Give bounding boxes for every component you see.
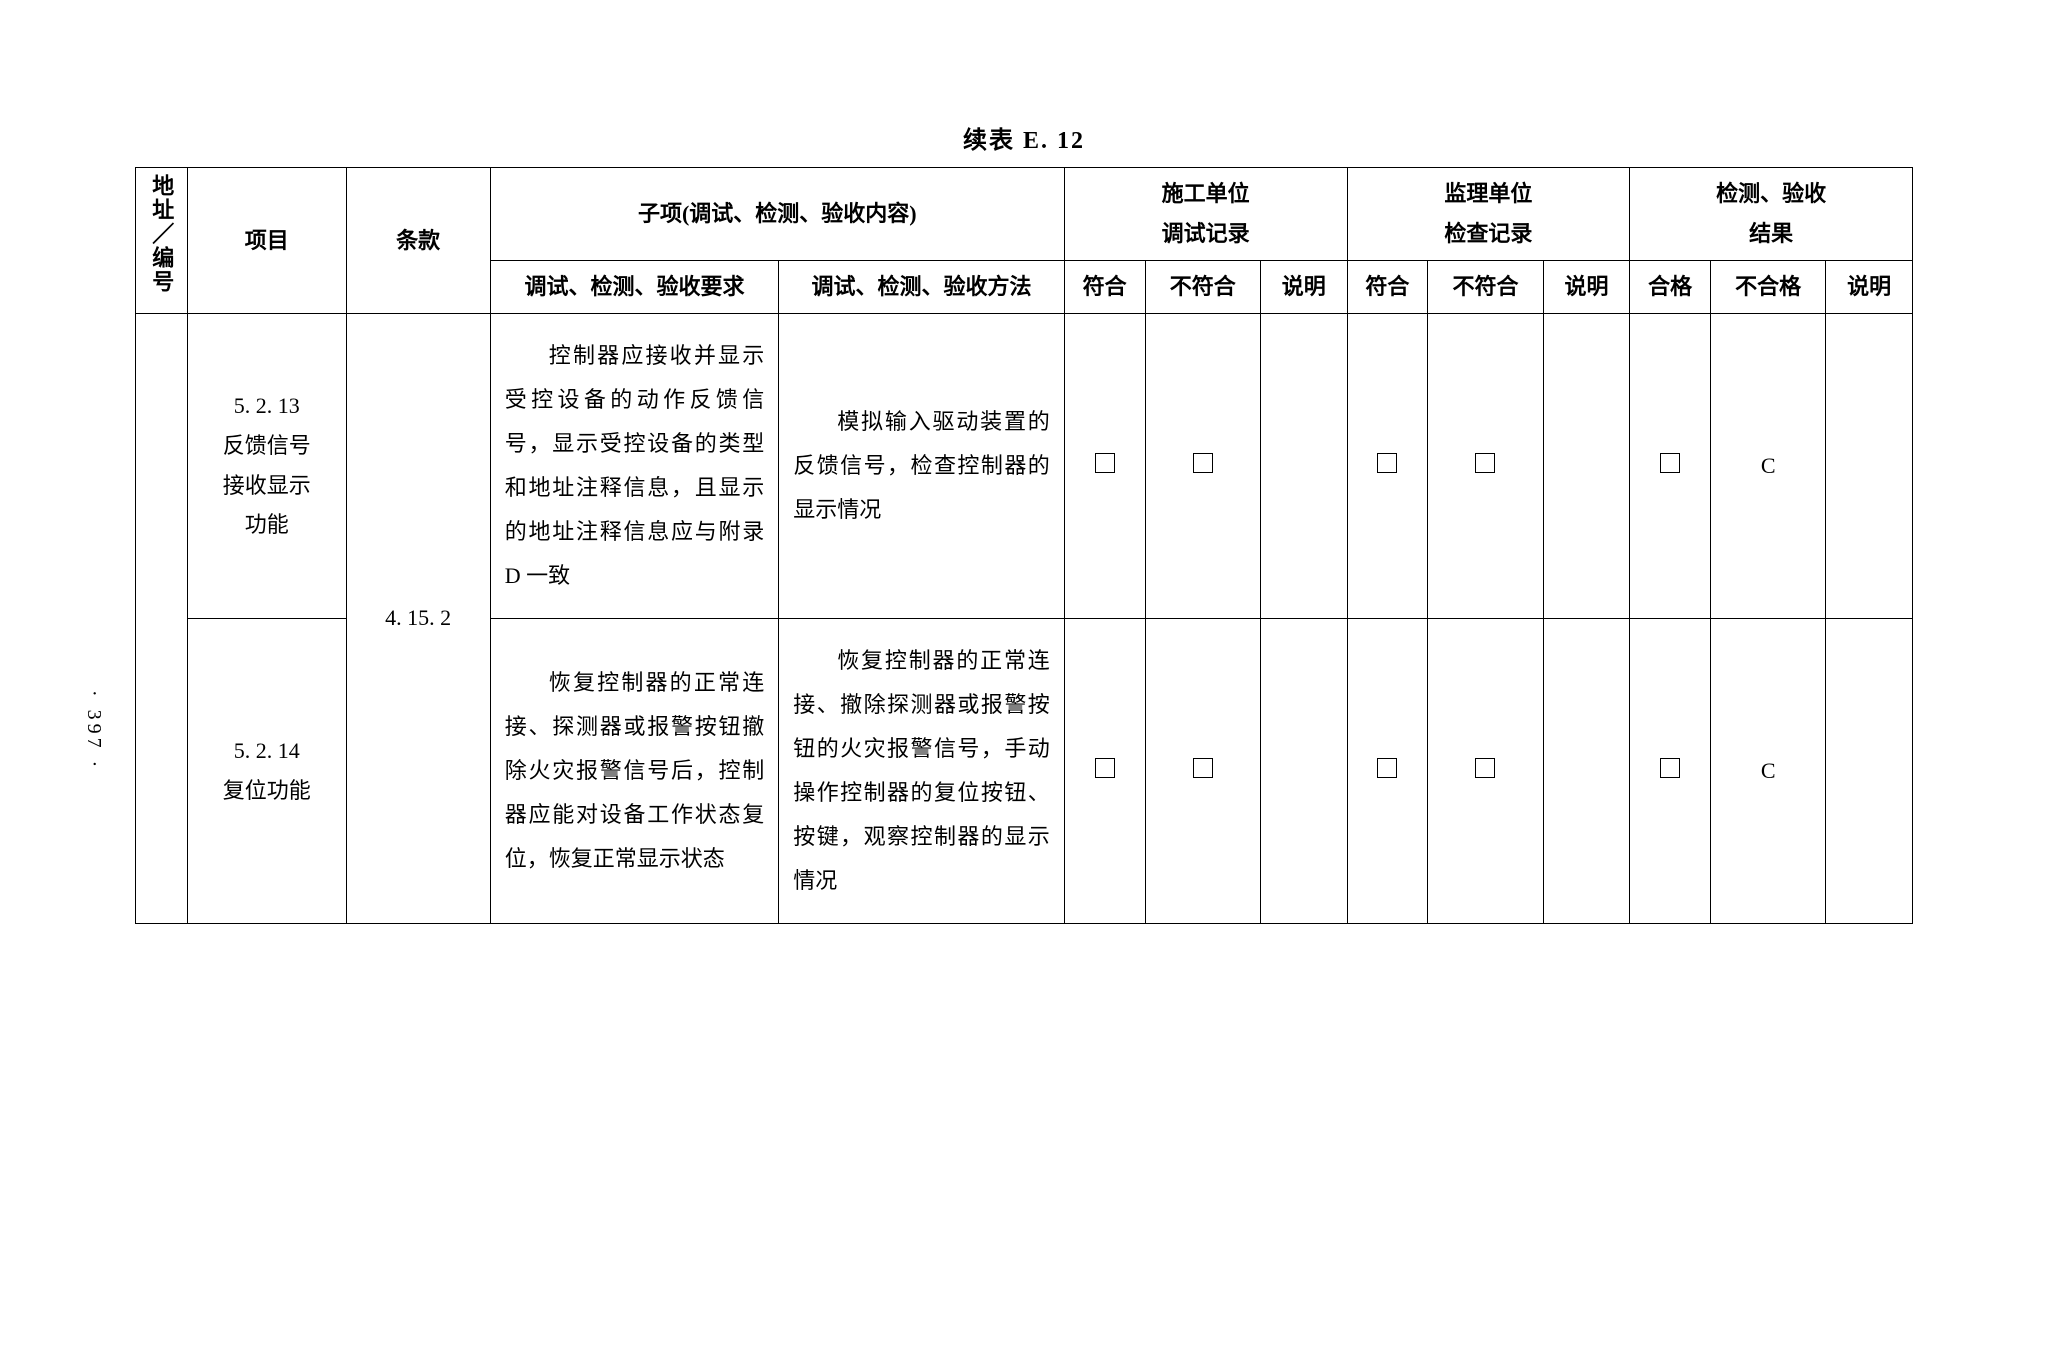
checkbox-icon[interactable] [1475,453,1495,473]
cell-fail: C [1711,313,1826,618]
checkbox-icon[interactable] [1660,758,1680,778]
header-row-1: 地址／编号 项目 条款 子项(调试、检测、验收内容) 施工单位调试记录 监理单位… [136,168,1913,261]
checkbox-icon[interactable] [1475,758,1495,778]
cell-nonconform2-checkbox [1428,313,1543,618]
header-conform: 符合 [1064,260,1145,313]
header-nonconform: 不符合 [1145,260,1260,313]
header-address: 地址／编号 [136,168,188,314]
cell-method: 恢复控制器的正常连接、撤除探测器或报警按钮的火灾报警信号，手动操作控制器的复位按… [779,618,1065,923]
cell-explain [1260,313,1347,618]
header-pass: 合格 [1630,260,1711,313]
cell-conform2-checkbox [1347,313,1428,618]
cell-explain2 [1543,618,1630,923]
header-explain3: 说明 [1826,260,1913,313]
cell-explain3 [1826,313,1913,618]
page-number: · 397 · [82,690,105,771]
checkbox-icon[interactable] [1193,453,1213,473]
checkbox-icon[interactable] [1660,453,1680,473]
cell-requirement: 恢复控制器的正常连接、探测器或报警按钮撤除火灾报警信号后，控制器应能对设备工作状… [490,618,778,923]
cell-explain [1260,618,1347,923]
cell-explain2 [1543,313,1630,618]
cell-fail: C [1711,618,1826,923]
header-item: 项目 [187,168,346,314]
cell-pass-checkbox [1630,313,1711,618]
table-row: 5. 2. 13 反馈信号 接收显示 功能 4. 15. 2 控制器应接收并显示… [136,313,1913,618]
cell-conform-checkbox [1064,313,1145,618]
cell-requirement: 控制器应接收并显示受控设备的动作反馈信号，显示受控设备的类型和地址注释信息，且显… [490,313,778,618]
cell-address [136,313,188,923]
header-supervision: 监理单位检查记录 [1347,168,1630,261]
cell-nonconform-checkbox [1145,313,1260,618]
header-explain2: 说明 [1543,260,1630,313]
cell-conform2-checkbox [1347,618,1428,923]
header-fail: 不合格 [1711,260,1826,313]
inspection-table: 地址／编号 项目 条款 子项(调试、检测、验收内容) 施工单位调试记录 监理单位… [135,167,1913,924]
header-clause: 条款 [346,168,490,314]
checkbox-icon[interactable] [1377,758,1397,778]
checkbox-icon[interactable] [1095,758,1115,778]
header-construction: 施工单位调试记录 [1064,168,1347,261]
cell-item: 5. 2. 13 反馈信号 接收显示 功能 [187,313,346,618]
checkbox-icon[interactable] [1377,453,1397,473]
header-requirement: 调试、检测、验收要求 [490,260,778,313]
table-title: 续表 E. 12 [135,120,1913,155]
header-result: 检测、验收结果 [1630,168,1913,261]
cell-explain3 [1826,618,1913,923]
header-explain: 说明 [1260,260,1347,313]
cell-nonconform2-checkbox [1428,618,1543,923]
header-method: 调试、检测、验收方法 [779,260,1065,313]
cell-conform-checkbox [1064,618,1145,923]
cell-nonconform-checkbox [1145,618,1260,923]
cell-clause: 4. 15. 2 [346,313,490,923]
header-conform2: 符合 [1347,260,1428,313]
header-nonconform2: 不符合 [1428,260,1543,313]
cell-item: 5. 2. 14 复位功能 [187,618,346,923]
cell-method: 模拟输入驱动装置的反馈信号，检查控制器的显示情况 [779,313,1065,618]
header-subitem: 子项(调试、检测、验收内容) [490,168,1064,261]
document-page: 续表 E. 12 地址／编号 项目 条款 子项(调试、检测、验收内容) [0,0,2048,984]
checkbox-icon[interactable] [1193,758,1213,778]
checkbox-icon[interactable] [1095,453,1115,473]
cell-pass-checkbox [1630,618,1711,923]
